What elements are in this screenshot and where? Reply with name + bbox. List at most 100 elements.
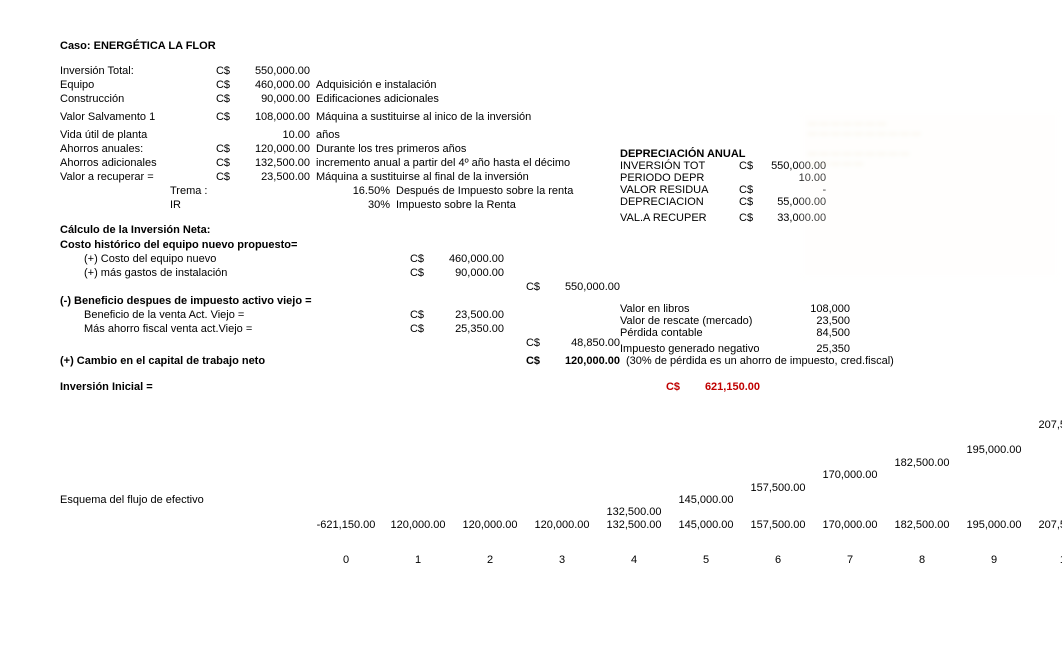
side-impuesto-note: (30% de pérdida es un ahorro de impuesto… xyxy=(620,355,894,367)
label-valor-salvamento: Valor Salvamento 1 xyxy=(60,111,200,123)
calc-header: Cálculo de la Inversión Neta: xyxy=(60,224,1002,236)
cf-line-value: 195,000.00 xyxy=(958,519,1030,531)
dep-periodo-value: 10.00 xyxy=(756,172,826,184)
label-valor-recuperar: Valor a recuperar = xyxy=(60,171,200,183)
cf-line-value: -621,150.00 xyxy=(310,519,382,531)
label-equipo: Equipo xyxy=(60,79,200,91)
value-inversion-total: 550,000.00 xyxy=(230,65,310,77)
cf-year: 10 xyxy=(1030,554,1062,566)
dep-inv-value: 550,000.00 xyxy=(756,160,826,172)
side-perdida-label: Pérdida contable xyxy=(620,327,790,339)
dep-periodo-label: PERIODO DEPR xyxy=(620,172,730,184)
cf-year: 4 xyxy=(598,554,670,566)
value-equipo: 460,000.00 xyxy=(230,79,310,91)
label-vida-util: Vida útil de planta xyxy=(60,129,200,141)
unit-vida-util: años xyxy=(310,129,340,141)
cf-year: 6 xyxy=(742,554,814,566)
dep-heading: DEPRECIACIÓN ANUAL xyxy=(620,148,826,160)
cf-year: 3 xyxy=(526,554,598,566)
currency: C$ xyxy=(733,184,753,196)
currency: C$ xyxy=(733,212,753,224)
currency: C$ xyxy=(364,267,424,279)
value-trema: 16.50% xyxy=(230,185,390,197)
currency: C$ xyxy=(200,93,230,105)
calc-ahorro-fiscal-label: Más ahorro fiscal venta act.Viejo = xyxy=(60,323,364,335)
cf-line-value: 120,000.00 xyxy=(382,519,454,531)
value-valor-salvamento: 108,000.00 xyxy=(230,111,310,123)
calc-inv-inicial-value: 621,150.00 xyxy=(680,381,760,393)
page-title: Caso: ENERGÉTICA LA FLOR xyxy=(60,40,1002,52)
calc-costo-hist-header: Costo histórico del equipo nuevo propues… xyxy=(60,239,340,251)
calc-subtotal1: 550,000.00 xyxy=(540,281,620,293)
calc-cambio-cap-label: (+) Cambio en el capital de trabajo neto xyxy=(60,355,400,367)
cf-above-value: 195,000.00 xyxy=(958,444,1030,456)
cf-line-value: 170,000.00 xyxy=(814,519,886,531)
value-construccion: 90,000.00 xyxy=(230,93,310,105)
cf-line-value: 182,500.00 xyxy=(886,519,958,531)
side-perdida-value: 84,500 xyxy=(790,327,850,339)
note-equipo: Adquisición e instalación xyxy=(310,79,436,91)
cf-year: 5 xyxy=(670,554,742,566)
cashflow-schedule: Esquema del flujo de efectivo -621,150.0… xyxy=(60,414,1002,574)
side-rescate-label: Valor de rescate (mercado) xyxy=(620,315,790,327)
cf-line-value: 157,500.00 xyxy=(742,519,814,531)
label-ahorros-anuales: Ahorros anuales: xyxy=(60,143,200,155)
side-impuesto-label: Impuesto generado negativo xyxy=(620,343,790,355)
cf-above-value: 145,000.00 xyxy=(670,494,742,506)
currency: C$ xyxy=(364,323,424,335)
label-inversion-total: Inversión Total: xyxy=(60,65,200,77)
book-value-block: Valor en libros108,000 Valor de rescate … xyxy=(620,303,1002,367)
cf-label: Esquema del flujo de efectivo xyxy=(60,494,204,506)
depreciation-block: DEPRECIACIÓN ANUAL INVERSIÓN TOT C$ 550,… xyxy=(620,148,826,224)
calc-costo-equipo-value: 460,000.00 xyxy=(424,253,504,265)
side-libros-label: Valor en libros xyxy=(620,303,790,315)
calc-cambio-cap-value: 120,000.00 xyxy=(540,355,620,367)
value-valor-recuperar: 23,500.00 xyxy=(230,171,310,183)
currency: C$ xyxy=(200,79,230,91)
value-ahorros-adic: 132,500.00 xyxy=(230,157,310,169)
calc-costo-equipo-label: (+) Costo del equipo nuevo xyxy=(60,253,364,265)
calc-subtotal2: 48,850.00 xyxy=(540,337,620,349)
params-block: Inversión Total: C$ 550,000.00 Equipo C$… xyxy=(60,64,1002,212)
dep-dep-value: 55,000.00 xyxy=(756,196,826,208)
cf-above-value: 132,500.00 xyxy=(598,506,670,518)
note-ir: Impuesto sobre la Renta xyxy=(390,199,516,211)
note-ahorros-adic: incremento anual a partir del 4º año has… xyxy=(310,157,570,169)
cf-year: 1 xyxy=(382,554,454,566)
cf-line-value: 132,500.00 xyxy=(598,519,670,531)
currency: C$ xyxy=(200,65,230,77)
currency: C$ xyxy=(733,160,753,172)
calc-beneficio-header: (-) Beneficio despues de impuesto activo… xyxy=(60,295,340,307)
note-valor-salvamento: Máquina a sustituirse al inico de la inv… xyxy=(310,111,531,123)
side-rescate-value: 23,500 xyxy=(790,315,850,327)
cf-above-value: 182,500.00 xyxy=(886,457,958,469)
value-vida-util: 10.00 xyxy=(230,129,310,141)
dep-recup-value: 33,000.00 xyxy=(756,212,826,224)
dep-inv-label: INVERSIÓN TOT xyxy=(620,160,730,172)
calc-beneficio-venta-value: 23,500.00 xyxy=(424,309,504,321)
currency: C$ xyxy=(620,381,680,393)
cf-year: 2 xyxy=(454,554,526,566)
note-ahorros-anuales: Durante los tres primeros años xyxy=(310,143,466,155)
calc-ahorro-fiscal-value: 25,350.00 xyxy=(424,323,504,335)
dep-resid-value: - xyxy=(756,184,826,196)
side-libros-value: 108,000 xyxy=(790,303,850,315)
currency: C$ xyxy=(200,143,230,155)
cf-above-value: 207,500.00 xyxy=(1030,419,1062,431)
cf-line-value: 145,000.00 xyxy=(670,519,742,531)
currency: C$ xyxy=(200,111,230,123)
label-construccion: Construcción xyxy=(60,93,200,105)
cf-line-value: 120,000.00 xyxy=(454,519,526,531)
note-construccion: Edificaciones adicionales xyxy=(310,93,439,105)
cf-line-value: 207,500.00 xyxy=(1030,519,1062,531)
cf-year: 7 xyxy=(814,554,886,566)
cf-year: 8 xyxy=(886,554,958,566)
dep-dep-label: DEPRECIACION xyxy=(620,196,730,208)
currency: C$ xyxy=(733,196,753,208)
cf-line-value: 120,000.00 xyxy=(526,519,598,531)
note-valor-recuperar: Máquina a sustituirse al final de la inv… xyxy=(310,171,529,183)
calc-gastos-inst-value: 90,000.00 xyxy=(424,267,504,279)
currency: C$ xyxy=(480,281,540,293)
label-trema: Trema : xyxy=(170,185,230,197)
currency: C$ xyxy=(364,309,424,321)
